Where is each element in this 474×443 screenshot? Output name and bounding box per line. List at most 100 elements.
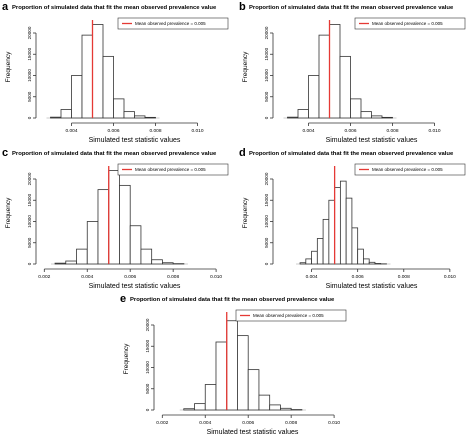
- panel-letter: a: [2, 1, 9, 13]
- histogram-bar: [103, 56, 114, 118]
- histogram-bar: [363, 259, 369, 264]
- histogram-bar: [195, 404, 206, 410]
- x-tick-label: 0.004: [306, 274, 318, 280]
- legend-label: Mean observed prevalence = 0.005: [372, 21, 443, 26]
- chart-title: Proportion of simulated data that fit th…: [12, 5, 217, 11]
- x-axis-label: Simulated test statistic values: [207, 429, 299, 436]
- histogram-bar: [382, 117, 393, 118]
- y-tick-label: 20000: [27, 172, 32, 185]
- chart-title: Proportion of simulated data that fit th…: [249, 151, 454, 157]
- y-tick-label: 5000: [27, 91, 32, 102]
- y-tick-label: 5000: [145, 383, 150, 394]
- x-tick-label: 0.008: [398, 274, 410, 280]
- histogram-bar: [162, 263, 173, 264]
- histogram-bar: [82, 35, 93, 118]
- y-axis-label: Frequency: [242, 51, 249, 82]
- histogram-bar: [77, 249, 88, 264]
- y-tick-label: 20000: [27, 26, 32, 39]
- histogram-bar: [152, 260, 163, 264]
- y-tick-label: 5000: [264, 237, 269, 248]
- x-axis-label: Simulated test statistic values: [89, 283, 181, 290]
- y-tick-label: 5000: [264, 91, 269, 102]
- x-tick-label: 0.004: [65, 128, 77, 134]
- y-axis-label: Frequency: [5, 197, 12, 228]
- x-tick-label: 0.008: [285, 420, 297, 426]
- histogram-bar: [319, 35, 330, 118]
- histogram-bar: [109, 171, 120, 265]
- y-tick-label: 15000: [27, 193, 32, 206]
- x-tick-label: 0.010: [444, 274, 456, 280]
- histogram-bar: [288, 117, 299, 118]
- x-tick-label: 0.006: [107, 128, 119, 134]
- histogram-bar: [72, 76, 83, 119]
- y-tick-label: 0: [27, 262, 32, 265]
- y-tick-label: 0: [264, 262, 269, 265]
- y-tick-label: 10000: [27, 215, 32, 228]
- histogram-bar: [93, 25, 104, 119]
- histogram-bar: [280, 408, 291, 410]
- histogram-bar: [66, 261, 77, 264]
- chart-title: Proportion of simulated data that fit th…: [12, 151, 217, 157]
- y-axis-label: Frequency: [242, 197, 249, 228]
- x-tick-label: 0.006: [124, 274, 136, 280]
- x-tick-label: 0.010: [210, 274, 222, 280]
- x-tick-label: 0.004: [81, 274, 93, 280]
- y-tick-label: 20000: [145, 318, 150, 331]
- x-tick-label: 0.010: [428, 128, 440, 134]
- histogram-bar: [375, 263, 381, 264]
- legend-label: Mean observed prevalence = 0.005: [135, 21, 206, 26]
- y-axis-label: Frequency: [123, 343, 130, 374]
- y-axis-label: Frequency: [5, 51, 12, 82]
- histogram-bar: [361, 112, 372, 118]
- y-tick-label: 10000: [264, 69, 269, 82]
- histogram-bar: [330, 25, 341, 119]
- histogram-bar: [51, 117, 62, 118]
- histogram-bar: [335, 188, 341, 265]
- y-tick-label: 10000: [27, 69, 32, 82]
- histogram-bar: [130, 226, 141, 264]
- histogram-bar: [340, 56, 351, 118]
- histogram-bar: [317, 239, 323, 265]
- x-axis-label: Simulated test statistic values: [89, 137, 181, 144]
- panel-letter: e: [120, 293, 126, 305]
- x-tick-label: 0.006: [344, 128, 356, 134]
- histogram-bar: [346, 198, 352, 264]
- histogram-bar: [369, 262, 375, 264]
- x-axis-label: Simulated test statistic values: [326, 137, 418, 144]
- histogram-bar: [312, 251, 318, 264]
- histogram-bar: [145, 117, 156, 118]
- histogram-bar: [141, 249, 152, 264]
- y-tick-label: 15000: [145, 339, 150, 352]
- histogram-bar: [352, 228, 358, 264]
- y-tick-label: 15000: [27, 47, 32, 60]
- y-tick-label: 20000: [264, 172, 269, 185]
- histogram-bar: [61, 110, 72, 119]
- histogram-bar: [259, 395, 270, 410]
- x-tick-label: 0.002: [38, 274, 50, 280]
- histogram-bar: [237, 336, 248, 410]
- y-tick-label: 10000: [145, 361, 150, 374]
- x-tick-label: 0.002: [156, 420, 168, 426]
- histogram-bar: [55, 263, 66, 264]
- panel-letter: b: [239, 1, 246, 13]
- x-axis-label: Simulated test statistic values: [326, 283, 418, 290]
- legend-label: Mean observed prevalence = 0.005: [253, 313, 324, 318]
- histogram-bar: [87, 222, 98, 265]
- histogram-bar: [306, 259, 312, 264]
- histogram-bar: [135, 116, 146, 118]
- y-tick-label: 15000: [264, 47, 269, 60]
- x-tick-label: 0.008: [167, 274, 179, 280]
- histogram-bar: [270, 405, 281, 410]
- x-tick-label: 0.004: [302, 128, 314, 134]
- histogram-bar: [114, 99, 125, 118]
- legend-label: Mean observed prevalence = 0.005: [135, 167, 206, 172]
- x-tick-label: 0.006: [352, 274, 364, 280]
- y-tick-label: 20000: [264, 26, 269, 39]
